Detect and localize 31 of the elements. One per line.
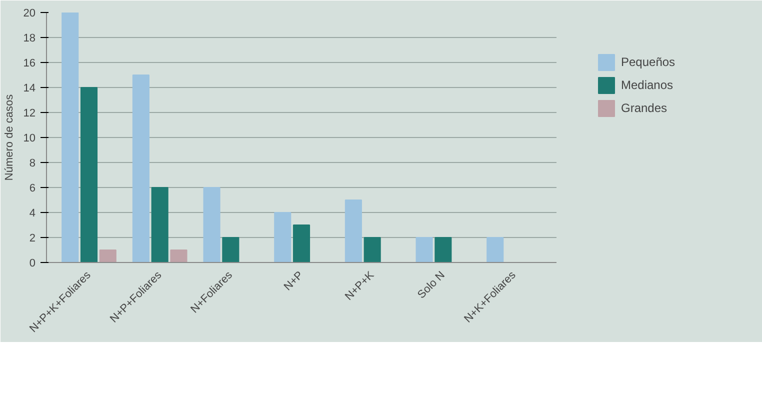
bar [62, 12, 79, 262]
y-tick-label: 10 [23, 132, 36, 144]
bar [416, 237, 433, 262]
y-tick-label: 12 [23, 108, 36, 120]
bar [292, 224, 310, 262]
y-tick-label: 20 [23, 8, 36, 20]
bar [364, 237, 381, 262]
x-tick-label: Solo N [416, 269, 448, 302]
bar [170, 250, 188, 262]
y-tick-label: 18 [23, 32, 36, 44]
y-tick-label: 16 [23, 58, 36, 70]
y-axis-title: Número de casos [3, 94, 16, 181]
y-tick-label: 6 [29, 182, 36, 194]
legend-label: Grandes [621, 101, 668, 115]
y-tick-label: 4 [29, 208, 36, 220]
legend-label: Pequeños [621, 55, 676, 69]
y-tick-label: 14 [23, 82, 36, 94]
bar [99, 250, 116, 262]
y-tick-label: 8 [29, 158, 36, 170]
y-tick-label: 0 [29, 258, 36, 270]
bar [203, 187, 220, 262]
y-tick-label: 2 [29, 232, 36, 244]
bar [274, 212, 292, 262]
bar [434, 237, 452, 262]
bar [344, 200, 362, 262]
bar [486, 237, 504, 262]
bar [222, 237, 240, 262]
legend-label: Medianos [621, 78, 674, 92]
bar [80, 87, 98, 262]
bar [151, 187, 168, 262]
bar [132, 74, 150, 262]
